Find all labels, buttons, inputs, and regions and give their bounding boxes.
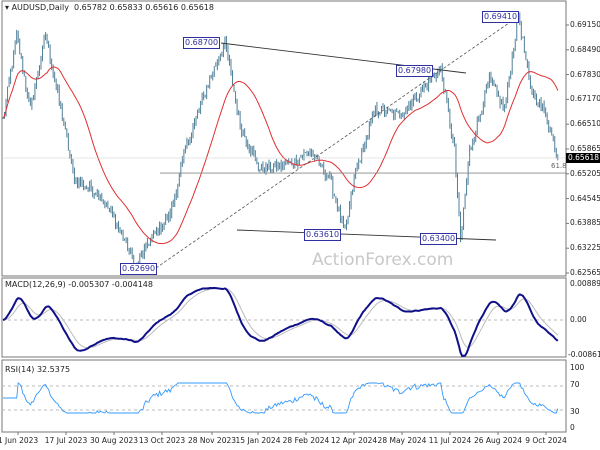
- price-label-low-3: 0.62690: [120, 263, 158, 275]
- x-tick-label: 28 May 2024: [377, 436, 427, 445]
- moving-average-line: [2, 66, 559, 245]
- rsi-tick-30: 30: [570, 407, 580, 416]
- x-tick-label: 13 Oct 2023: [138, 436, 186, 445]
- y-tick-label: 0.69150: [570, 20, 600, 29]
- support-trendline: [236, 229, 497, 241]
- y-tick-label: 0.62565: [570, 268, 600, 277]
- x-tick-label: 9 Oct 2024: [525, 436, 567, 445]
- x-tick-label: 11 Jul 2024: [428, 436, 472, 445]
- y-tick-label: 0.67170: [570, 94, 600, 104]
- y-tick-label: 0.63225: [570, 243, 600, 253]
- y-tick-label: 0.63885: [570, 218, 600, 228]
- macd-tick-max: 0.008896: [570, 279, 600, 288]
- x-tick-label: 28 Nov 2023: [187, 436, 237, 445]
- y-tick-label: 0.64545: [570, 193, 600, 203]
- watermark: ActionForex.com: [312, 250, 454, 270]
- price-label-high-3: 0.69410: [482, 11, 520, 23]
- fib-label: 61.8: [551, 162, 567, 170]
- price-label-low-2: 0.63400: [420, 233, 458, 245]
- chart-header: ▾ AUDUSD,Daily 0.65782 0.65833 0.65616 0…: [5, 3, 214, 12]
- rsi-tick-70: 70: [570, 380, 580, 389]
- x-tick-label: 26 Aug 2024: [473, 436, 523, 445]
- dashed-projection-line: [155, 15, 520, 269]
- y-tick-label: 0.65205: [570, 168, 600, 178]
- ohlc-values: 0.65782 0.65833 0.65616 0.65618: [74, 3, 214, 12]
- rsi-tick-0: 0: [570, 423, 575, 432]
- macd-tick-zero: 0.00: [570, 315, 587, 324]
- x-tick-label: 30 Aug 2023: [89, 436, 139, 445]
- y-tick-label: 0.65865: [570, 144, 600, 153]
- macd-tick-min: -0.008612: [568, 350, 600, 359]
- rsi-line: [3, 382, 559, 414]
- symbol-label: AUDUSD,Daily: [11, 3, 69, 12]
- price-label-high-1: 0.68700: [183, 37, 221, 49]
- macd-signal-line: [2, 288, 559, 349]
- price-panel-frame: [1, 0, 567, 277]
- y-tick-label: 0.67830: [570, 69, 600, 79]
- macd-line: [2, 286, 559, 357]
- y-tick-label: 0.66510: [570, 119, 600, 129]
- price-label-low-1: 0.63610: [304, 229, 342, 241]
- rsi-label: RSI(14) 32.5375: [5, 365, 71, 374]
- rsi-tick-100: 100: [570, 363, 585, 372]
- macd-panel-frame: [1, 277, 567, 358]
- macd-label: MACD(12,26,9) -0.005307 -0.004148: [5, 280, 153, 289]
- x-tick-label: 17 Jul 2023: [44, 436, 88, 445]
- x-tick-label: 1 Jun 2023: [0, 436, 39, 445]
- x-tick-label: 15 Jan 2024: [235, 436, 281, 445]
- rsi-panel-frame: [1, 359, 567, 433]
- price-label-high-2: 0.67980: [396, 65, 434, 77]
- current-price-tag: 0.65618: [566, 153, 600, 163]
- x-tick-label: 12 Apr 2024: [330, 436, 378, 445]
- x-tick-label: 28 Feb 2024: [282, 436, 330, 445]
- y-tick-label: 0.68490: [570, 44, 600, 54]
